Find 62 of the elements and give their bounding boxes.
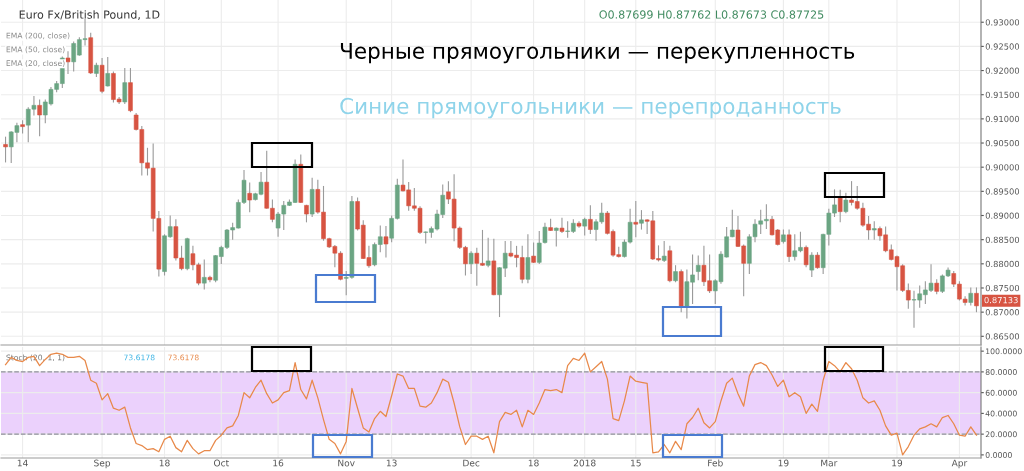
x-tick-label: Mar	[821, 459, 838, 467]
candlestick	[37, 99, 42, 137]
candlestick	[661, 241, 667, 262]
x-tick-label: 18	[528, 459, 539, 467]
x-tick-label: 18	[159, 459, 170, 467]
x-tick-label: Dec	[463, 459, 480, 467]
candlestick	[974, 287, 979, 313]
candlestick	[531, 242, 536, 263]
candlestick	[202, 259, 207, 290]
candlestick	[207, 275, 213, 283]
x-tick-label: 2018	[573, 459, 596, 467]
x-tick-label: Feb	[708, 459, 723, 467]
x-tick-label: 16	[273, 459, 284, 467]
candlestick	[105, 56, 111, 87]
candlestick	[803, 245, 809, 268]
candlestick	[639, 210, 644, 230]
candlestick	[588, 205, 593, 234]
candlestick	[559, 217, 565, 233]
candlestick	[695, 255, 701, 281]
text: 0.87133	[984, 296, 1018, 304]
text: Синие прямоугольники — перепроданность	[340, 97, 841, 119]
candlestick	[122, 68, 128, 104]
y-tick-label: 0.92500	[985, 43, 1020, 50]
y-tick-label: 0.90500	[985, 140, 1020, 147]
y-tick-label: 0.89500	[985, 188, 1020, 195]
candlestick	[576, 221, 582, 228]
candlestick	[468, 251, 474, 275]
x-tick-label: 14	[17, 459, 28, 467]
candlestick	[485, 237, 491, 268]
candlestick	[65, 51, 71, 75]
y-tick-label: 0.88500	[985, 236, 1020, 243]
x-tick-label: 15	[631, 459, 641, 467]
y-tick-label: 0.86500	[985, 333, 1020, 340]
candlestick	[383, 226, 389, 258]
y-tick-label: 0.90000	[985, 164, 1020, 171]
x-tick-label: Oct	[214, 459, 229, 467]
candlestick	[525, 234, 531, 284]
y-tick-label: 0.87000	[985, 309, 1020, 316]
y-tick-label: 0.92000	[985, 67, 1020, 74]
candlestick	[809, 252, 815, 277]
y-tick-label: 0.87500	[985, 284, 1020, 292]
x-tick-label: 19	[778, 459, 789, 467]
x-tick-label: Nov	[338, 459, 355, 467]
y-tick-label: 0.91000	[985, 115, 1020, 123]
x-tick-label: Apr	[951, 459, 968, 469]
x-tick-label: 19	[892, 459, 903, 467]
candlestick	[786, 229, 792, 262]
y-tick-label: 0.91500	[985, 91, 1020, 98]
x-tick-label: Sep	[94, 459, 111, 469]
candlestick	[247, 182, 252, 213]
line-series	[4, 352, 978, 456]
candlestick	[633, 200, 639, 238]
y-tick-label: 0.88000	[985, 260, 1020, 268]
x-tick-label: 13	[386, 459, 397, 467]
annotation: O0.87699 H0.87762 L0.87673 C0.87725	[599, 10, 824, 19]
annotation: Euro Fx/British Pound, 1D	[19, 10, 160, 20]
y-tick-label: 0.89000	[985, 212, 1020, 219]
candlestick	[3, 136, 8, 163]
candlestick	[843, 192, 849, 214]
y-tick-label: 0.93000	[985, 19, 1020, 26]
text: Черные прямоугольники — перекупленность	[340, 42, 855, 64]
candlestick	[837, 189, 843, 223]
